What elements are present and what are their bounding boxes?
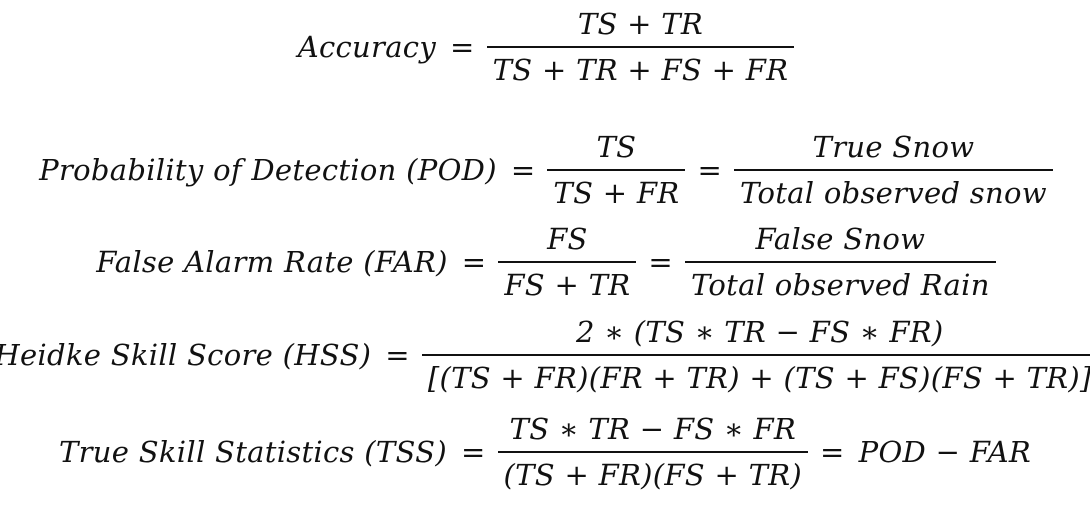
formula-tss: True Skill Statistics (TSS) = TS ∗ TR − … [0, 407, 1090, 497]
fraction: TS TS + FR [547, 125, 686, 215]
fraction-bar [497, 451, 809, 453]
fraction-denominator: TS + TR + FS + FR [492, 53, 789, 87]
equals-sign: = [510, 153, 536, 187]
fraction-denominator: Total observed Rain [691, 268, 990, 302]
equals-sign: = [450, 30, 475, 64]
formula-far: False Alarm Rate (FAR) = FS FS + TR = Fa… [0, 217, 1090, 307]
fraction-numerator: 2 ∗ (TS ∗ TR − FS ∗ FR) [576, 315, 944, 349]
fraction: True Snow Total observed snow [734, 125, 1053, 215]
fraction: 2 ∗ (TS ∗ TR − FS ∗ FR) [(TS + FR)(FR + … [421, 310, 1090, 400]
fraction: FS FS + TR [498, 217, 637, 307]
fraction-denominator: TS + FR [553, 176, 680, 210]
fraction-bar [547, 169, 686, 171]
fraction-bar [486, 46, 795, 48]
fraction-numerator: TS + TR [577, 7, 704, 41]
formula-pod: Probability of Detection (POD) = TS TS +… [0, 125, 1090, 215]
fraction-denominator: (TS + FR)(FS + TR) [503, 458, 803, 492]
equals-sign: = [385, 338, 410, 372]
fraction-denominator: [(TS + FR)(FR + TR) + (TS + FS)(FS + TR)… [427, 361, 1090, 395]
fraction-numerator: FS [547, 222, 588, 256]
formula-tss-tail: POD − FAR [858, 435, 1031, 469]
fraction-numerator: TS [596, 130, 637, 164]
fraction: TS + TR TS + TR + FS + FR [486, 2, 795, 92]
fraction-denominator: FS + TR [504, 268, 631, 302]
formula-accuracy-lhs: Accuracy [297, 30, 437, 64]
fraction: False Snow Total observed Rain [685, 217, 996, 307]
formula-accuracy: Accuracy = TS + TR TS + TR + FS + FR [0, 2, 1090, 92]
equals-sign: = [697, 153, 723, 187]
fraction-numerator: True Snow [812, 130, 975, 164]
fraction-denominator: Total observed snow [740, 176, 1047, 210]
equals-sign: = [461, 245, 487, 279]
fraction-bar [734, 169, 1053, 171]
formula-hss-lhs: Heidke Skill Score (HSS) [0, 338, 372, 372]
fraction-bar [498, 261, 637, 263]
equals-sign: = [820, 435, 845, 469]
formula-tss-lhs: True Skill Statistics (TSS) [59, 435, 447, 469]
fraction-bar [421, 354, 1090, 356]
fraction-numerator: False Snow [755, 222, 926, 256]
fraction: TS ∗ TR − FS ∗ FR (TS + FR)(FS + TR) [497, 407, 809, 497]
fraction-bar [685, 261, 996, 263]
fraction-numerator: TS ∗ TR − FS ∗ FR [509, 412, 797, 446]
equals-sign: = [460, 435, 486, 469]
formula-far-lhs: False Alarm Rate (FAR) [96, 245, 448, 279]
equals-sign: = [648, 245, 674, 279]
formula-pod-lhs: Probability of Detection (POD) [39, 153, 497, 187]
formula-hss: Heidke Skill Score (HSS) = 2 ∗ (TS ∗ TR … [0, 310, 1090, 400]
